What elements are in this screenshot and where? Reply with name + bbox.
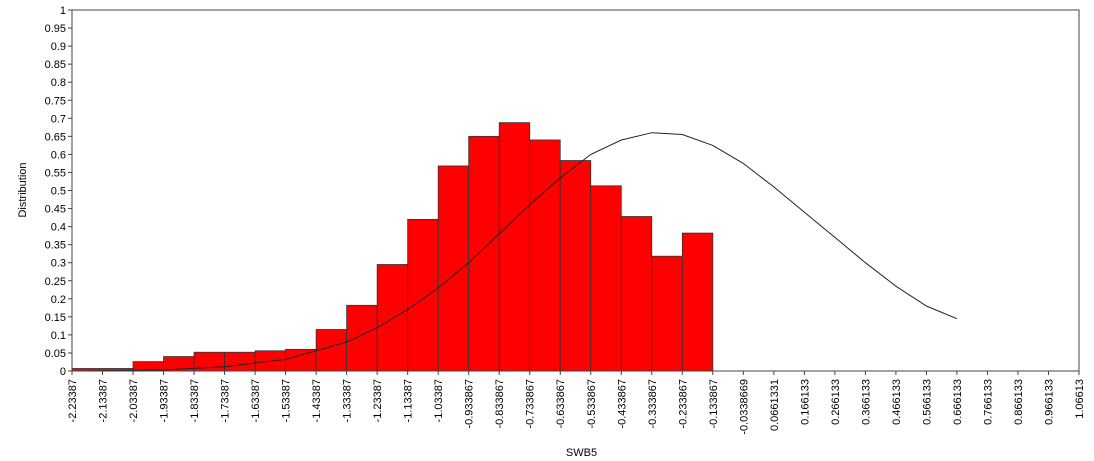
- histogram-bar: [651, 255, 683, 372]
- y-tick-label: 0.4: [51, 222, 66, 234]
- histogram-bar: [224, 351, 256, 372]
- histogram-bar: [376, 264, 409, 372]
- x-tick-label: -0.433867: [616, 379, 628, 429]
- y-tick-label: 0.8: [51, 77, 66, 89]
- x-tick-label: -1.53387: [281, 379, 293, 422]
- x-axis-ticks: -2.23387 -2.13387 -2.03387 -1.93387 -1.83387…: [67, 371, 1086, 435]
- y-tick-label: 0.1: [51, 330, 66, 342]
- plot-frame: [71, 9, 1080, 372]
- x-tick-label: -0.133867: [708, 379, 720, 429]
- histogram-bar: [529, 139, 561, 372]
- histogram-bar: [468, 135, 500, 372]
- x-tick-label: 0.966133: [1043, 379, 1055, 425]
- y-tick-label: 0.45: [45, 204, 66, 216]
- x-tick-label: 0.266133: [830, 379, 842, 425]
- y-tick-label: 1: [60, 5, 66, 17]
- y-tick-label: 0.5: [51, 186, 66, 198]
- x-tick-label: -0.233867: [677, 379, 689, 429]
- y-tick-label: 0.15: [45, 312, 66, 324]
- x-tick-label: -1.33387: [342, 379, 354, 422]
- x-tick-label: 0.566133: [921, 379, 933, 425]
- x-tick-label: -1.93387: [159, 379, 171, 422]
- y-tick-label: 0.05: [45, 348, 66, 360]
- x-tick-label: -1.73387: [220, 379, 232, 422]
- x-axis-title: SWB5: [566, 447, 597, 459]
- x-tick-label: -0.633867: [555, 379, 567, 429]
- x-tick-label: -1.23387: [372, 379, 384, 422]
- histogram-bar: [315, 329, 348, 372]
- y-tick-label: 0.25: [45, 276, 66, 288]
- x-tick-label: 1.06613: [1074, 379, 1086, 419]
- histogram-bar: [590, 185, 622, 372]
- y-tick-label: 0.35: [45, 240, 66, 252]
- histogram-bar: [559, 160, 592, 372]
- histogram-bar: [620, 216, 653, 372]
- x-tick-label: -1.43387: [311, 379, 323, 422]
- x-tick-label: 0.0661331: [769, 379, 781, 431]
- normal-curve: [71, 132, 958, 372]
- x-tick-label: -2.23387: [67, 379, 79, 422]
- histogram-bar: [285, 348, 317, 372]
- y-tick-label: 0.95: [45, 23, 66, 35]
- x-tick-label: -1.63387: [250, 379, 262, 422]
- x-tick-label: -0.733867: [525, 379, 537, 429]
- x-tick-label: 0.666133: [952, 379, 964, 425]
- y-tick-label: 0.3: [51, 258, 66, 270]
- x-tick-label: -0.833867: [494, 379, 506, 429]
- y-tick-label: 0.85: [45, 59, 66, 71]
- histogram-bar: [407, 218, 439, 372]
- y-tick-label: 0.65: [45, 131, 66, 143]
- x-tick-label: 0.466133: [891, 379, 903, 425]
- histogram-bar: [681, 232, 714, 372]
- histogram-bar: [437, 165, 470, 372]
- y-tick-label: 0.55: [45, 167, 66, 179]
- x-tick-label: -2.13387: [98, 379, 110, 422]
- x-tick-label: -0.933867: [464, 379, 476, 429]
- histogram-bar: [498, 122, 531, 372]
- distribution-curve-layer: [71, 132, 958, 372]
- y-tick-label: 0.75: [45, 95, 66, 107]
- y-tick-label: 0.9: [51, 41, 66, 53]
- x-tick-label: -2.03387: [128, 379, 140, 422]
- y-axis-title: Distribution: [17, 162, 29, 217]
- y-tick-label: 0: [60, 366, 66, 378]
- x-tick-label: -0.0338669: [738, 379, 750, 435]
- x-tick-label: 0.166133: [799, 379, 811, 425]
- x-tick-label: -0.333867: [647, 379, 659, 429]
- x-tick-label: -0.533867: [586, 379, 598, 429]
- histogram-bars: [71, 122, 714, 372]
- y-tick-label: 0.2: [51, 294, 66, 306]
- x-tick-label: 0.766133: [982, 379, 994, 425]
- y-tick-label: 0.7: [51, 113, 66, 125]
- x-tick-label: 0.866133: [1013, 379, 1025, 425]
- x-tick-label: 0.366133: [860, 379, 872, 425]
- y-axis-ticks: 0 0.05 0.1 0.15 0.2 0.25 0.3 0.35 0.4 0.45 0.5 0.55…: [45, 5, 72, 378]
- histogram-bar: [346, 304, 378, 372]
- x-tick-label: -1.13387: [403, 379, 415, 422]
- y-tick-label: 0.6: [51, 149, 66, 161]
- x-tick-label: -1.03387: [433, 379, 445, 422]
- x-tick-label: -1.83387: [189, 379, 201, 422]
